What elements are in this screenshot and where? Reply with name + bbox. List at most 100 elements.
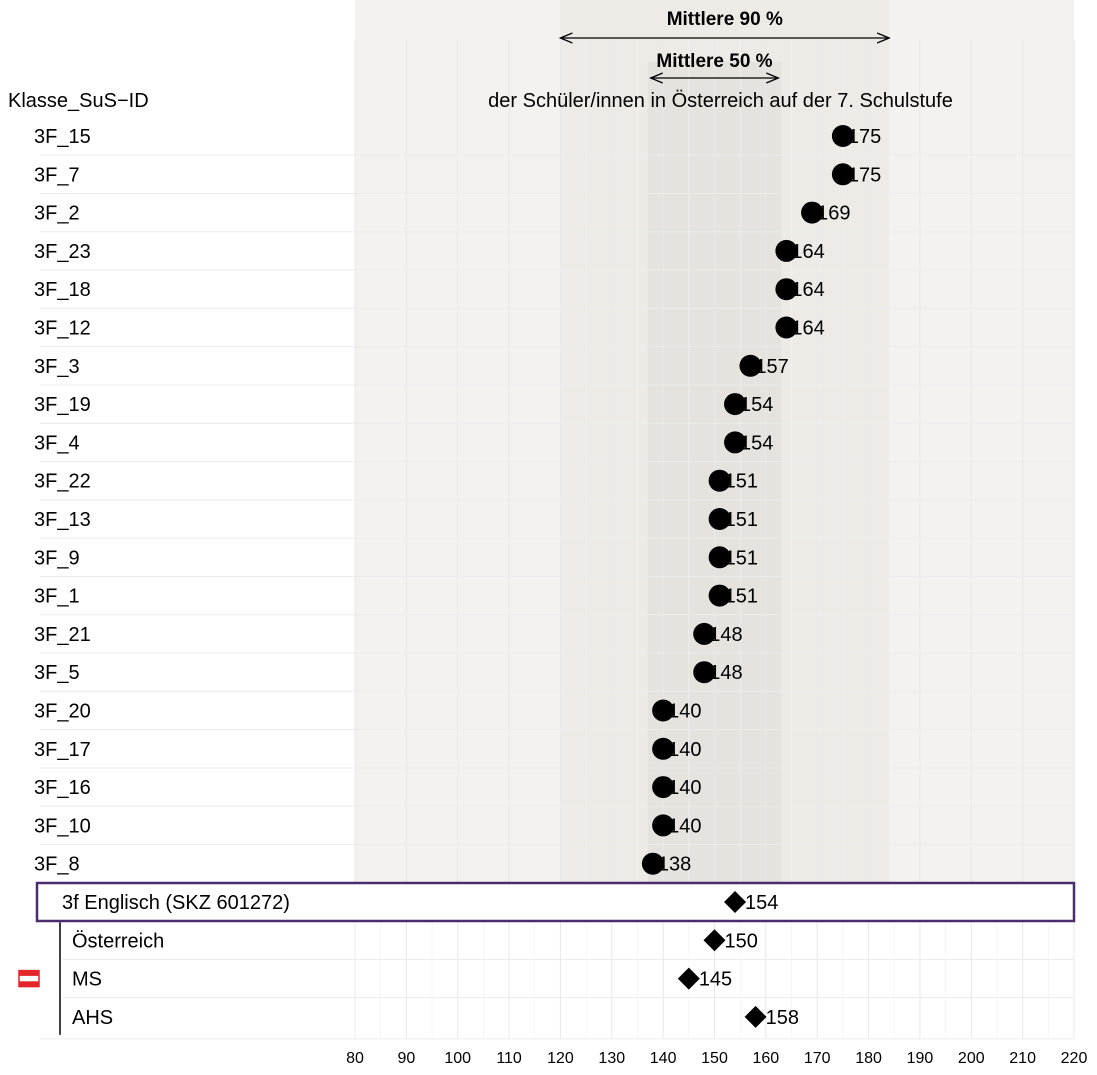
student-value-label: 151 (725, 586, 758, 608)
reference-point (744, 1005, 767, 1028)
x-tick-label: 100 (444, 1050, 471, 1067)
student-label: 3F_1 (34, 586, 80, 608)
chart-header: Mittlere 90 % Mittlere 50 % Klasse_SuS−I… (8, 9, 953, 112)
student-point (831, 125, 854, 147)
student-value-label: 140 (668, 777, 701, 799)
band-90-arrow-right-head (876, 32, 891, 44)
student-value-label: 157 (755, 356, 788, 378)
flag-stripe-bottom (19, 981, 39, 987)
reference-value-label: 150 (725, 930, 758, 952)
student-point (724, 431, 747, 454)
student-point (708, 508, 731, 530)
class-row-box (35, 881, 1076, 923)
x-tick-label: 170 (804, 1050, 831, 1067)
student-point (739, 354, 762, 377)
student-point (708, 546, 731, 569)
student-value-label: 151 (725, 509, 758, 531)
student-label: 3F_13 (34, 509, 91, 531)
student-point (831, 163, 854, 186)
student-value-label: 154 (740, 432, 773, 454)
student-point (775, 239, 798, 262)
x-tick-label: 80 (346, 1050, 364, 1067)
student-label: 3F_5 (34, 662, 80, 684)
student-point (652, 814, 675, 837)
student-point (724, 393, 747, 416)
student-point (652, 776, 675, 799)
x-tick-label: 120 (547, 1050, 574, 1067)
student-value-label: 148 (709, 624, 742, 646)
student-label: 3F_12 (34, 318, 91, 340)
x-tick-label: 160 (753, 1050, 780, 1067)
student-value-label: 140 (668, 815, 701, 837)
x-tick-label: 130 (598, 1050, 625, 1067)
reference-value-label: 145 (699, 969, 732, 991)
band-50-arrow-left-head (649, 72, 663, 84)
student-label: 3F_22 (34, 471, 91, 493)
reference-label: Österreich (72, 930, 164, 952)
student-value-label: 140 (668, 701, 701, 723)
student-value-label: 138 (658, 854, 691, 876)
x-tick-label: 180 (855, 1050, 882, 1067)
class-point (724, 891, 747, 913)
student-value-label: 151 (725, 547, 758, 569)
x-tick-label: 140 (650, 1050, 677, 1067)
student-point (641, 852, 664, 875)
band-90-arrow-left-head (558, 32, 573, 44)
student-value-label: 164 (791, 279, 824, 301)
student-point (693, 622, 716, 645)
reference-label: MS (72, 969, 102, 991)
student-label: 3F_4 (34, 432, 80, 454)
student-value-label: 169 (817, 203, 850, 225)
student-value-label: 175 (848, 164, 881, 186)
x-tick-label: 150 (701, 1050, 728, 1067)
x-tick-label: 90 (397, 1050, 415, 1067)
student-point (801, 201, 824, 224)
reference-label: AHS (72, 1007, 113, 1029)
reference-point (677, 967, 700, 990)
class-value-label: 154 (745, 892, 778, 914)
student-point (708, 584, 731, 607)
student-label: 3F_20 (34, 701, 91, 723)
austria-flag-icon (18, 969, 40, 988)
band-50-label: Mittlere 50 % (656, 51, 772, 72)
student-value-label: 164 (791, 241, 824, 263)
student-value-label: 175 (848, 126, 881, 148)
student-label: 3F_7 (34, 164, 80, 186)
band-title: der Schüler/innen in Österreich auf der … (488, 90, 953, 112)
x-tick-label: 110 (496, 1050, 522, 1067)
class-label: 3f Englisch (SKZ 601272) (62, 892, 290, 914)
student-label: 3F_15 (34, 126, 91, 148)
student-value-label: 148 (709, 662, 742, 684)
student-point (652, 737, 675, 760)
student-label: 3F_3 (34, 356, 80, 378)
band-90-label: Mittlere 90 % (667, 9, 783, 30)
x-tick-label: 200 (958, 1050, 985, 1067)
grid-layer (354, 40, 1075, 1039)
student-label: 3F_10 (34, 815, 91, 837)
student-label: 3F_2 (34, 203, 80, 225)
x-tick-label: 210 (1009, 1050, 1036, 1067)
student-value-label: 154 (740, 394, 773, 416)
student-label: 3F_21 (34, 624, 91, 646)
band-50-arrow-right-head (766, 72, 780, 84)
student-value-label: 164 (791, 318, 824, 340)
student-point (693, 661, 716, 684)
x-tick-label: 220 (1061, 1050, 1088, 1067)
x-tick-label: 190 (907, 1050, 934, 1067)
reference-value-label: 158 (766, 1007, 799, 1029)
marks-layer: 1751751691641641641571541541511511511511… (641, 125, 881, 1029)
student-label: 3F_19 (34, 394, 91, 416)
student-label: 3F_8 (34, 854, 80, 876)
flag-stripe-top (19, 970, 39, 976)
student-point (652, 699, 675, 722)
student-point (775, 316, 798, 339)
student-label: 3F_23 (34, 241, 91, 263)
student-label: 3F_18 (34, 279, 91, 301)
student-label: 3F_17 (34, 739, 91, 761)
row-header: Klasse_SuS−ID (8, 90, 149, 112)
rows-layer: 3F_15 3F_7 3F_2 3F_23 3F_18 3F_12 3F_3 3F_19 3F_… (18, 126, 1076, 1040)
student-point (708, 469, 731, 492)
student-label: 3F_16 (34, 777, 91, 799)
student-label: 3F_9 (34, 547, 80, 569)
